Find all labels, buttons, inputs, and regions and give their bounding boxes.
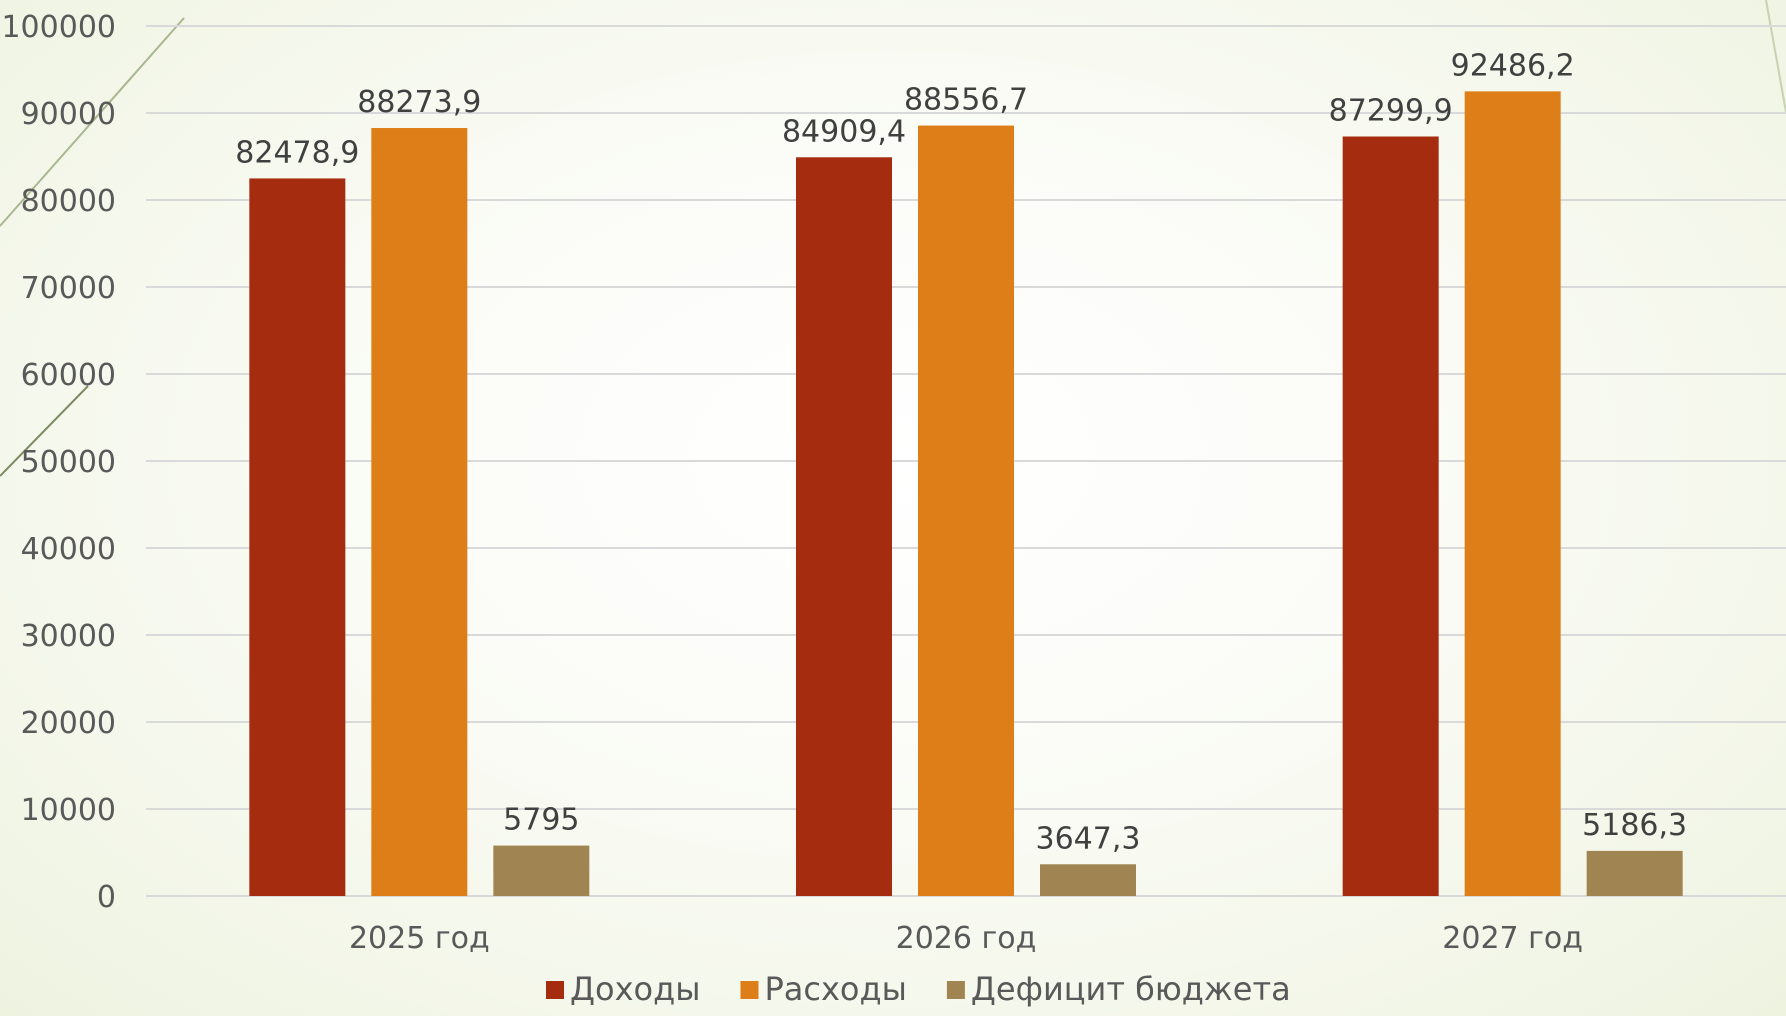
- x-category-label: 2026 год: [896, 921, 1037, 956]
- x-category-label: 2025 год: [349, 921, 490, 956]
- data-label: 88556,7: [904, 83, 1028, 118]
- data-label: 5795: [503, 803, 579, 838]
- y-tick-label: 10000: [21, 793, 116, 828]
- y-tick-label: 50000: [21, 445, 116, 480]
- y-tick-label: 100000: [1, 10, 116, 45]
- x-axis-categories: 2025 год 2026 год 2027 год: [349, 921, 1583, 956]
- decorative-lines: [0, 0, 1786, 477]
- legend-swatch: [546, 981, 564, 999]
- legend-swatch: [946, 981, 965, 999]
- y-tick-label: 20000: [21, 706, 116, 741]
- data-label: 87299,9: [1329, 93, 1453, 128]
- y-axis-ticks: 0 10000 20000 30000 40000 50000 60000 70000 8000…: [1, 10, 116, 915]
- data-label: 84909,4: [782, 114, 906, 149]
- bar: [918, 125, 1014, 897]
- y-tick-label: 0: [97, 880, 116, 915]
- legend-swatch: [740, 981, 759, 999]
- legend-label: Расходы: [764, 970, 906, 1008]
- bar: [1586, 850, 1683, 896]
- data-label: 3647,3: [1036, 821, 1141, 856]
- bars: [249, 91, 1683, 897]
- bar: [1040, 864, 1136, 896]
- bar: [493, 845, 590, 896]
- y-tick-label: 60000: [21, 358, 116, 393]
- data-label: 82478,9: [235, 135, 359, 170]
- legend-item: Дефицит бюджета: [946, 970, 1291, 1008]
- decorative-line-middle: [0, 385, 89, 477]
- bar: [1464, 91, 1561, 897]
- decorative-line-top: [0, 17, 185, 227]
- legend-label: Доходы: [570, 970, 700, 1008]
- bar: [1342, 136, 1439, 897]
- legend: Доходы Расходы Дефицит бюджета: [546, 970, 1291, 1008]
- x-category-label: 2027 год: [1442, 921, 1583, 956]
- y-tick-label: 90000: [21, 97, 116, 132]
- bar: [371, 128, 468, 896]
- decorative-line-right: [1765, 0, 1786, 113]
- legend-item: Расходы: [740, 970, 907, 1008]
- legend-item: Доходы: [546, 970, 700, 1008]
- data-label: 5186,3: [1582, 808, 1687, 843]
- y-tick-label: 70000: [21, 271, 116, 306]
- bar: [796, 157, 892, 897]
- data-label: 88273,9: [357, 85, 481, 120]
- data-label: 92486,2: [1451, 48, 1575, 83]
- y-tick-label: 30000: [21, 619, 116, 654]
- y-tick-label: 40000: [21, 532, 116, 567]
- legend-label: Дефицит бюджета: [971, 970, 1291, 1008]
- y-tick-label: 80000: [21, 184, 116, 219]
- bar: [249, 178, 346, 896]
